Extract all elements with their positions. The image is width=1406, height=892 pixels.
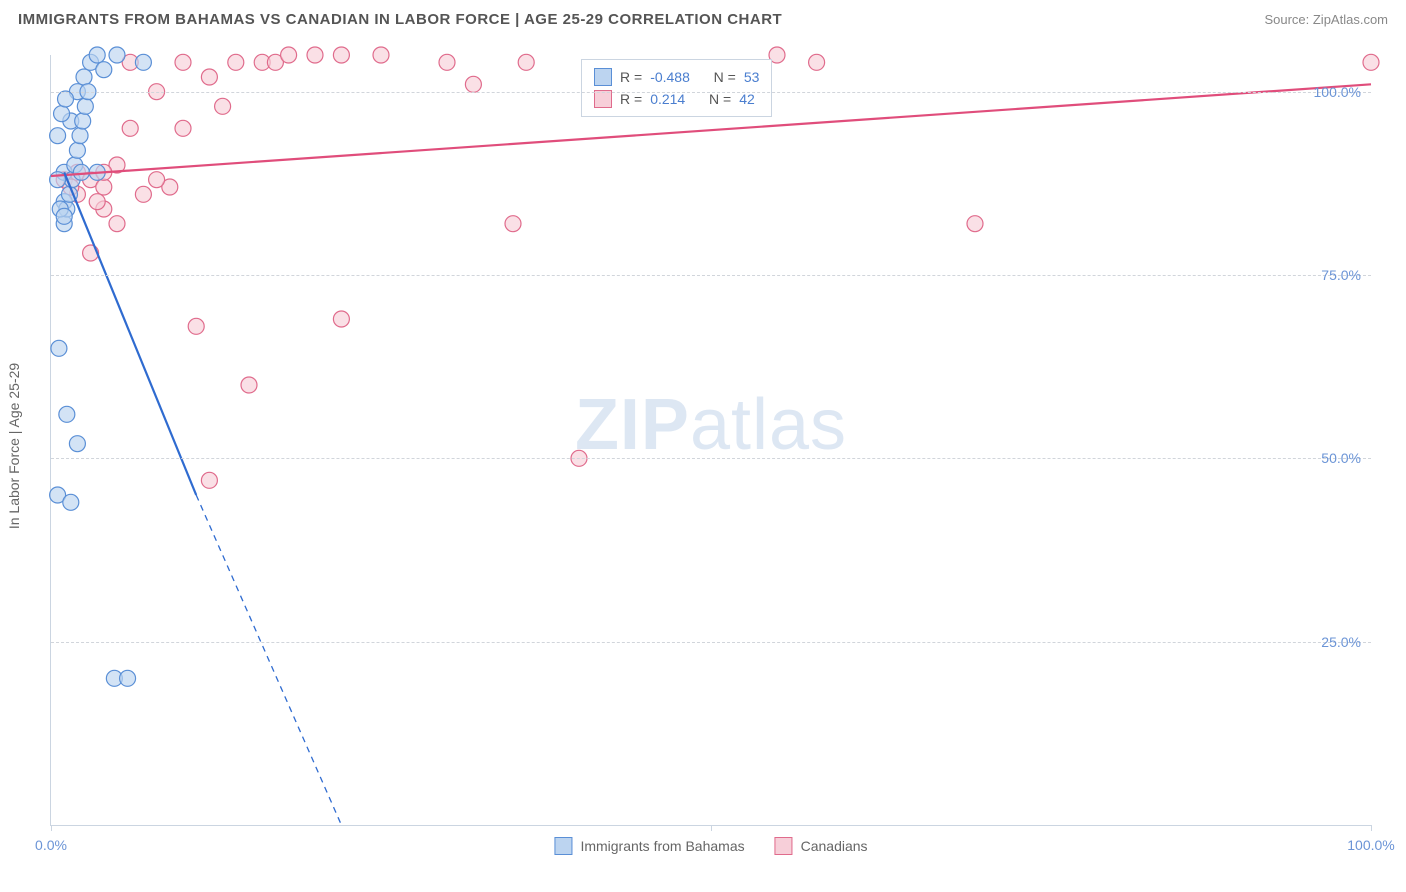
x-tick	[1371, 825, 1372, 831]
stats-row-a: R = -0.488 N = 53	[594, 66, 759, 88]
gridline	[51, 642, 1371, 643]
x-tick	[51, 825, 52, 831]
swatch-b-icon	[775, 837, 793, 855]
legend-item-a: Immigrants from Bahamas	[554, 837, 744, 855]
source-label: Source: ZipAtlas.com	[1264, 12, 1388, 27]
gridline	[51, 92, 1371, 93]
y-axis-label: In Labor Force | Age 25-29	[6, 363, 22, 529]
swatch-a-icon	[554, 837, 572, 855]
r-value-a: -0.488	[650, 66, 690, 88]
y-tick-label: 25.0%	[1321, 634, 1361, 650]
chart-svg	[51, 55, 1371, 825]
stats-legend-box: R = -0.488 N = 53 R = 0.214 N = 42	[581, 59, 772, 117]
bottom-legend: Immigrants from Bahamas Canadians	[554, 837, 867, 855]
x-tick-label: 100.0%	[1347, 837, 1394, 853]
y-tick-label: 75.0%	[1321, 267, 1361, 283]
x-tick-label: 0.0%	[35, 837, 67, 853]
y-tick-label: 100.0%	[1314, 84, 1361, 100]
swatch-b-icon	[594, 90, 612, 108]
swatch-a-icon	[594, 68, 612, 86]
scatter-plot-area: ZIPatlas R = -0.488 N = 53 R = 0.214 N =…	[50, 55, 1371, 826]
x-tick	[711, 825, 712, 831]
n-value-a: 53	[744, 66, 760, 88]
gridline	[51, 275, 1371, 276]
y-tick-label: 50.0%	[1321, 450, 1361, 466]
legend-item-b: Canadians	[775, 837, 868, 855]
chart-title: IMMIGRANTS FROM BAHAMAS VS CANADIAN IN L…	[18, 11, 782, 28]
gridline	[51, 458, 1371, 459]
